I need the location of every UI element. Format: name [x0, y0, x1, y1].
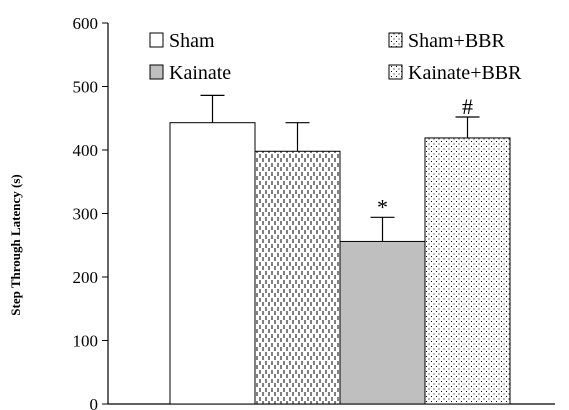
y-tick-label: 100: [73, 332, 99, 351]
bar: [254, 150, 341, 405]
bars: *#: [169, 94, 511, 405]
y-axis-label: Step Through Latency (s): [8, 174, 23, 315]
legend-swatch: [149, 32, 164, 48]
legend-swatch: [388, 32, 403, 48]
bar-group: *: [339, 194, 426, 405]
legend: Sham Kainate Sham+BBR Kainate+BBR: [149, 30, 522, 84]
legend-label: Kainate+BBR: [408, 62, 522, 84]
legend-item: Sham+BBR: [388, 30, 506, 52]
legend-label: Kainate: [169, 62, 231, 84]
y-tick-label: 400: [73, 141, 99, 160]
axes: 0 100 200 300 400 500 600: [73, 14, 555, 410]
y-tick-label: 300: [73, 205, 99, 224]
significance-marker: *: [377, 194, 388, 219]
legend-item: Sham: [149, 30, 215, 52]
legend-item: Kainate+BBR: [388, 62, 522, 84]
legend-label: Sham+BBR: [408, 30, 506, 52]
legend-swatch: [388, 64, 403, 80]
significance-marker: #: [462, 94, 473, 119]
bar-group: [254, 122, 341, 405]
bar: [424, 137, 511, 405]
legend-swatch: [149, 64, 164, 80]
y-tick-label: 200: [73, 268, 99, 287]
legend-item: Kainate: [149, 62, 231, 84]
y-tick-label: 0: [90, 395, 99, 410]
y-tick-label: 600: [73, 14, 99, 33]
legend-label: Sham: [169, 30, 215, 52]
bar: [339, 240, 426, 405]
bar-group: [169, 94, 256, 405]
bar-group: #: [424, 94, 511, 405]
y-tick-label: 500: [73, 78, 99, 97]
bar: [169, 122, 256, 405]
